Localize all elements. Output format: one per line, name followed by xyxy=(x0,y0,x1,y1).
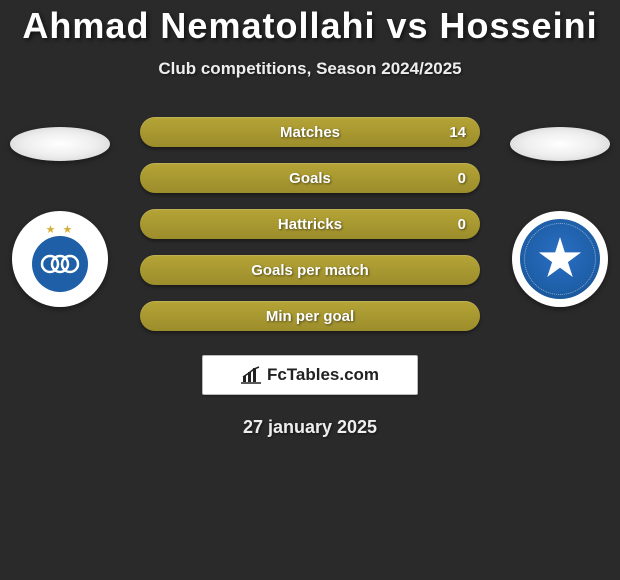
stat-value-right: 0 xyxy=(458,216,466,233)
stat-label: Min per goal xyxy=(266,308,354,325)
club-emblem-icon xyxy=(520,219,600,299)
stats-area: ★ ★ Matches 14 xyxy=(0,117,620,438)
star-icon: ★ ★ xyxy=(46,223,75,236)
player-left-club-badge: ★ ★ xyxy=(12,211,108,307)
stat-row-goals: Goals 0 xyxy=(140,163,480,193)
player-right-column xyxy=(510,127,610,307)
comparison-card: Ahmad Nematollahi vs Hosseini Club compe… xyxy=(0,0,620,580)
club-emblem-icon xyxy=(32,236,88,292)
brand-text: FcTables.com xyxy=(267,365,379,385)
page-title: Ahmad Nematollahi vs Hosseini xyxy=(0,5,620,47)
stat-value-right: 0 xyxy=(458,170,466,187)
stat-row-min-per-goal: Min per goal xyxy=(140,301,480,331)
player-left-avatar xyxy=(10,127,110,161)
stat-row-matches: Matches 14 xyxy=(140,117,480,147)
stat-value-right: 14 xyxy=(449,124,466,141)
stat-row-hattricks: Hattricks 0 xyxy=(140,209,480,239)
stat-label: Matches xyxy=(280,124,340,141)
footer-date: 27 january 2025 xyxy=(0,417,620,438)
player-right-club-badge xyxy=(512,211,608,307)
stat-row-goals-per-match: Goals per match xyxy=(140,255,480,285)
page-subtitle: Club competitions, Season 2024/2025 xyxy=(0,59,620,79)
bar-chart-icon xyxy=(241,366,261,384)
player-right-avatar xyxy=(510,127,610,161)
brand-link[interactable]: FcTables.com xyxy=(202,355,418,395)
player-left-column: ★ ★ xyxy=(10,127,110,307)
stat-label: Goals per match xyxy=(251,262,369,279)
stat-label: Hattricks xyxy=(278,216,342,233)
stat-rows: Matches 14 Goals 0 Hattricks 0 Goals per… xyxy=(140,117,480,331)
stat-label: Goals xyxy=(289,170,331,187)
